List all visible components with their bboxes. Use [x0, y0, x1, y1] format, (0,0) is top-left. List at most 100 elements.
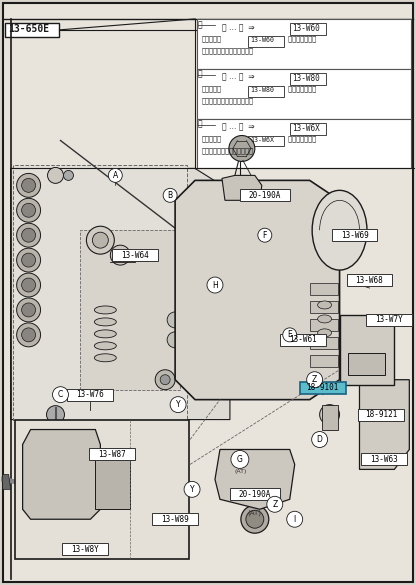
- Text: (AT): (AT): [235, 469, 247, 474]
- Circle shape: [92, 232, 108, 248]
- Circle shape: [207, 277, 223, 293]
- Text: 部品から構成されています。: 部品から構成されています。: [202, 147, 254, 154]
- Ellipse shape: [318, 329, 332, 337]
- Text: (AT): (AT): [248, 510, 262, 516]
- Text: 注: 注: [198, 119, 203, 129]
- Circle shape: [17, 248, 41, 272]
- Circle shape: [389, 404, 400, 415]
- Bar: [95, 455, 130, 510]
- Bar: [12, 166, 187, 419]
- Ellipse shape: [312, 190, 367, 270]
- Circle shape: [369, 443, 380, 456]
- Text: 品名コード: 品名コード: [202, 36, 222, 43]
- Circle shape: [197, 327, 233, 363]
- Circle shape: [17, 198, 41, 222]
- Bar: [310, 319, 337, 331]
- Text: 13-W80: 13-W80: [292, 74, 319, 82]
- Text: 13-W76: 13-W76: [77, 390, 104, 399]
- Text: 部品から構成されています。: 部品から構成されています。: [202, 98, 254, 104]
- Text: Y: Y: [176, 400, 181, 409]
- Bar: [248, 36, 284, 47]
- Bar: [362, 453, 407, 466]
- Text: G: G: [237, 455, 243, 464]
- Circle shape: [241, 505, 269, 533]
- Bar: [310, 301, 337, 313]
- Circle shape: [22, 178, 36, 192]
- Text: 13-W80: 13-W80: [250, 87, 274, 92]
- Bar: [5, 23, 59, 37]
- Circle shape: [231, 450, 249, 469]
- Bar: [197, 69, 411, 119]
- Bar: [290, 23, 326, 35]
- Text: 13-W64: 13-W64: [121, 250, 149, 260]
- Bar: [67, 388, 113, 401]
- Text: 注: 注: [198, 70, 203, 79]
- Text: 13-W8Y: 13-W8Y: [72, 545, 99, 553]
- Text: Z: Z: [272, 500, 277, 509]
- Polygon shape: [11, 168, 230, 419]
- Text: 13-W61: 13-W61: [289, 335, 317, 345]
- Bar: [359, 408, 404, 421]
- Circle shape: [52, 387, 69, 402]
- Circle shape: [170, 397, 186, 412]
- Bar: [15, 419, 189, 559]
- Circle shape: [108, 168, 122, 183]
- Circle shape: [364, 356, 371, 364]
- Text: F: F: [262, 230, 267, 240]
- Circle shape: [22, 328, 36, 342]
- Bar: [197, 119, 411, 168]
- Text: 13-W63: 13-W63: [371, 455, 398, 464]
- Circle shape: [184, 481, 200, 497]
- Circle shape: [167, 332, 183, 348]
- Text: 部品から構成されています。: 部品から構成されています。: [202, 48, 254, 54]
- Text: は図ⒶからⒺの: は図ⒶからⒺの: [286, 36, 316, 43]
- Circle shape: [381, 422, 387, 428]
- Circle shape: [203, 238, 307, 342]
- Bar: [332, 229, 377, 241]
- Text: 13-W68: 13-W68: [356, 276, 383, 284]
- Text: 13-W60: 13-W60: [250, 37, 274, 43]
- Text: B: B: [168, 191, 173, 200]
- Circle shape: [258, 228, 272, 242]
- Bar: [339, 315, 394, 385]
- Text: 13-W87: 13-W87: [99, 450, 126, 459]
- Bar: [240, 190, 290, 201]
- Circle shape: [287, 511, 303, 527]
- Circle shape: [110, 245, 130, 265]
- Polygon shape: [22, 429, 100, 519]
- Bar: [290, 123, 326, 135]
- Text: A: A: [113, 171, 118, 180]
- Polygon shape: [215, 449, 295, 510]
- Text: Ⓐ … Ⓔ  ⇒: Ⓐ … Ⓔ ⇒: [222, 23, 255, 32]
- Bar: [366, 314, 412, 326]
- Bar: [310, 283, 337, 295]
- Circle shape: [354, 356, 362, 364]
- Bar: [230, 488, 280, 500]
- Bar: [248, 136, 284, 146]
- Text: 品名コード: 品名コード: [202, 136, 222, 142]
- Ellipse shape: [318, 315, 332, 323]
- Circle shape: [17, 273, 41, 297]
- Circle shape: [22, 278, 36, 292]
- Bar: [310, 337, 337, 349]
- Circle shape: [217, 252, 293, 328]
- Ellipse shape: [318, 301, 332, 309]
- Text: は図ⒻからⒼの: は図ⒻからⒼの: [286, 85, 316, 92]
- Circle shape: [47, 167, 64, 183]
- Circle shape: [391, 407, 397, 412]
- Text: Ⓢ … ⓘ  ⇒: Ⓢ … ⓘ ⇒: [222, 123, 255, 132]
- Circle shape: [17, 323, 41, 347]
- Text: 13-W6X: 13-W6X: [250, 136, 274, 143]
- Text: C: C: [58, 390, 63, 399]
- Circle shape: [267, 496, 283, 512]
- Circle shape: [187, 317, 243, 373]
- Bar: [322, 405, 337, 429]
- Ellipse shape: [94, 306, 116, 314]
- Text: 品名コード: 品名コード: [202, 85, 222, 92]
- Circle shape: [233, 268, 277, 312]
- Bar: [112, 249, 158, 261]
- Circle shape: [87, 226, 114, 254]
- Circle shape: [64, 170, 74, 180]
- Bar: [197, 19, 411, 69]
- Circle shape: [371, 446, 377, 452]
